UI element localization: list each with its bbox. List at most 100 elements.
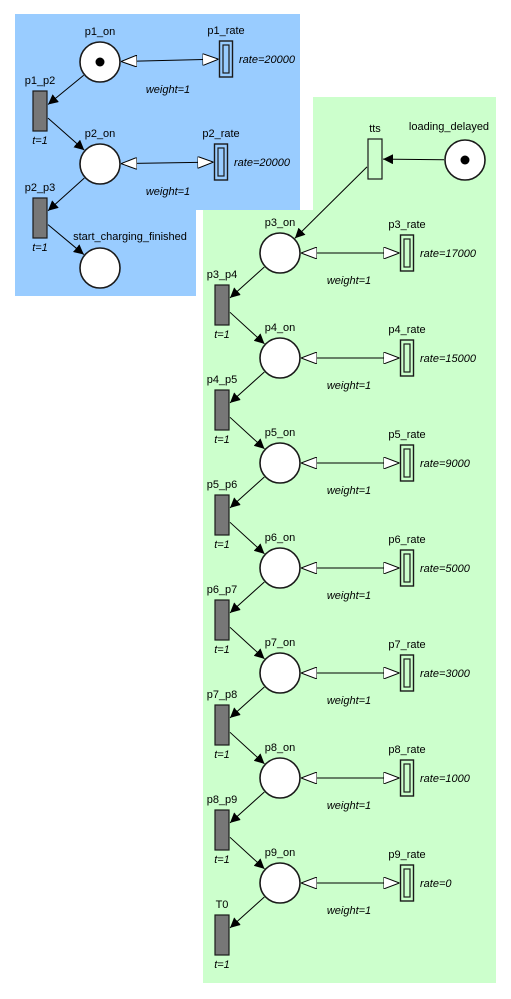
- transition-label: p8_p9: [207, 794, 238, 806]
- rate-transition-inner: [217, 147, 225, 177]
- place-p6_on[interactable]: [259, 547, 301, 589]
- arc-p1_p2-to-p2_on: [47, 117, 85, 151]
- rate-transition-label: p2_rate: [202, 128, 239, 140]
- arc-p6_p7-to-p7_on: [229, 626, 265, 660]
- arc-p4_on-to-p4_p5: [229, 371, 265, 404]
- transition-delay: t=1: [32, 135, 48, 147]
- transition-label: p1_p2: [25, 75, 56, 87]
- arc-p6_on-to-p6_p7: [229, 581, 265, 614]
- place-p2_on[interactable]: [79, 143, 121, 185]
- place-start_charging_finished[interactable]: [79, 247, 121, 289]
- transition-p3_p4[interactable]: [214, 284, 230, 326]
- place-label: p3_on: [265, 217, 296, 229]
- arc-p8_on-to-p8_p9: [229, 791, 265, 824]
- arc-p7_p8-to-p8_on: [229, 731, 265, 765]
- rate-transition-inner: [403, 658, 411, 688]
- arc-p1_on-to-p1_p2: [47, 74, 85, 105]
- transition-label: p5_p6: [207, 479, 238, 491]
- rate-value: rate=3000: [420, 668, 471, 680]
- transition-p2_p3[interactable]: [32, 197, 48, 239]
- rate-value: rate=15000: [420, 353, 477, 365]
- rate-value: rate=5000: [420, 563, 471, 575]
- transition-delay: t=1: [214, 644, 230, 656]
- place-label: p9_on: [265, 847, 296, 859]
- place-label: p5_on: [265, 427, 296, 439]
- arc-loading_delayed-to-tts: [382, 154, 445, 165]
- transition-p8_p9[interactable]: [214, 809, 230, 851]
- transition-p1_p2[interactable]: [32, 90, 48, 132]
- weight-label: weight=1: [327, 905, 371, 917]
- transition-label: p6_p7: [207, 584, 238, 596]
- green-region: [203, 97, 496, 983]
- transition-label: p2_p3: [25, 182, 56, 194]
- rate-transition-inner: [222, 44, 230, 74]
- rate-transition-label: p1_rate: [207, 25, 244, 37]
- arc-p2_p3-to-start_charging_finished: [47, 224, 85, 255]
- rate-value: rate=17000: [420, 248, 477, 260]
- place-label: p6_on: [265, 532, 296, 544]
- rate-transition-inner: [403, 238, 411, 268]
- token-p1_on: [95, 57, 105, 67]
- transition-delay: t=1: [32, 242, 48, 254]
- rate-transition-inner: [403, 448, 411, 478]
- arc-p3_p4-to-p4_on: [229, 311, 265, 345]
- transition-p4_p5[interactable]: [214, 389, 230, 431]
- blue-region: [15, 14, 300, 296]
- weight-label: weight=1: [327, 275, 371, 287]
- place-label: start_charging_finished: [73, 231, 187, 243]
- rate-transition-label: p6_rate: [388, 534, 425, 546]
- arc-p5_on-to-p5_p6: [229, 476, 265, 509]
- rate-value: rate=20000: [234, 157, 291, 169]
- transition-p6_p7[interactable]: [214, 599, 230, 641]
- transition-delay: t=1: [214, 539, 230, 551]
- test-arc-p1_on-p1_rate: [121, 59, 219, 61]
- transition-label: p7_p8: [207, 689, 238, 701]
- arc-p3_on-to-p3_p4: [229, 266, 265, 299]
- rate-transition-label: p5_rate: [388, 429, 425, 441]
- rate-transition-label: p8_rate: [388, 744, 425, 756]
- place-p3_on[interactable]: [259, 232, 301, 274]
- transition-delay: t=1: [214, 329, 230, 341]
- rate-transition-inner: [403, 553, 411, 583]
- weight-label: weight=1: [327, 485, 371, 497]
- place-label: p2_on: [85, 128, 116, 140]
- token-loading_delayed: [460, 155, 470, 165]
- weight-label: weight=1: [327, 380, 371, 392]
- weight-label: weight=1: [327, 800, 371, 812]
- transition-tts[interactable]: [367, 138, 383, 180]
- place-p5_on[interactable]: [259, 442, 301, 484]
- arc-p2_on-to-p2_p3: [47, 177, 85, 212]
- place-label: p1_on: [85, 26, 116, 38]
- weight-label: weight=1: [327, 590, 371, 602]
- transition-delay: t=1: [214, 749, 230, 761]
- rate-transition-inner: [403, 868, 411, 898]
- place-p7_on[interactable]: [259, 652, 301, 694]
- arc-p9_on-to-T0: [229, 896, 265, 929]
- arc-tts-to-p3_on: [294, 166, 368, 239]
- transition-label: T0: [216, 899, 229, 911]
- rate-transition-label: p3_rate: [388, 219, 425, 231]
- transition-delay: t=1: [214, 959, 230, 971]
- rate-transition-inner: [403, 343, 411, 373]
- transition-p7_p8[interactable]: [214, 704, 230, 746]
- weight-label: weight=1: [327, 695, 371, 707]
- weight-label: weight=1: [146, 84, 190, 96]
- transition-T0[interactable]: [214, 914, 230, 956]
- place-p9_on[interactable]: [259, 862, 301, 904]
- weight-label: weight=1: [146, 186, 190, 198]
- rate-transition-label: p7_rate: [388, 639, 425, 651]
- place-p4_on[interactable]: [259, 337, 301, 379]
- arc-p7_on-to-p7_p8: [229, 686, 265, 719]
- transition-label: tts: [369, 123, 381, 135]
- place-label: p8_on: [265, 742, 296, 754]
- place-p8_on[interactable]: [259, 757, 301, 799]
- transition-delay: t=1: [214, 854, 230, 866]
- transition-p5_p6[interactable]: [214, 494, 230, 536]
- arc-p5_p6-to-p6_on: [229, 521, 265, 555]
- transition-label: p3_p4: [207, 269, 238, 281]
- rate-value: rate=20000: [239, 54, 296, 66]
- rate-transition-label: p4_rate: [388, 324, 425, 336]
- rate-value: rate=1000: [420, 773, 471, 785]
- arc-p8_p9-to-p9_on: [229, 836, 265, 870]
